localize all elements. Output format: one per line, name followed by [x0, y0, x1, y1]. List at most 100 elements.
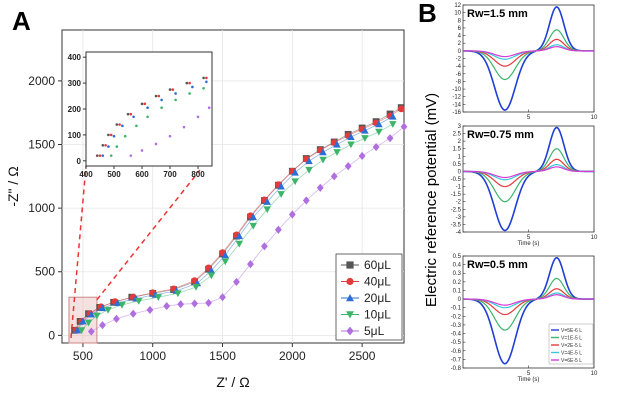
data-point [305, 166, 313, 174]
inset-y-tick-label: 300 [68, 79, 82, 88]
legend-swatch [346, 326, 354, 336]
data-point [87, 327, 95, 336]
data-point [233, 277, 240, 287]
subplot-title: Rw=0.5 mm [467, 259, 528, 271]
inset-y-tick-label: 100 [68, 131, 82, 140]
subplot-title: Rw=1.5 mm [467, 8, 528, 20]
inset-data-point [104, 143, 107, 147]
data-point [104, 306, 112, 314]
subplot-legend-entry: V=1E-5 L [561, 336, 582, 342]
subplot-y-tick-label: -2.5 [451, 207, 462, 213]
data-point [129, 309, 137, 318]
subplot-x-tick-label: 10 [591, 235, 598, 241]
legend-box [335, 253, 403, 341]
data-point [261, 242, 268, 251]
data-point [219, 293, 226, 302]
x-axis-label: Z' / Ω [216, 374, 249, 390]
subplot-y-tick-label: 2.5 [453, 132, 462, 138]
subplot-y-tick-label: -0.4 [451, 332, 462, 338]
inset-data-point [129, 154, 133, 157]
subplot-legend-entry: V=2E-5 L [561, 343, 582, 349]
data-point [305, 157, 313, 165]
inset-data-point [188, 81, 191, 85]
panel-b-charts: Electric reference potential (mV)1210864… [423, 3, 598, 383]
subplot-y-tick-label: -3 [456, 215, 462, 221]
inset-data-point [146, 106, 149, 110]
subplot-y-tick-label: -0.6 [451, 349, 462, 355]
subplot-y-tick-label: 0 [458, 297, 462, 303]
subplot-y-tick-label: 4 [458, 34, 462, 40]
inset-data-point [196, 115, 200, 119]
inset-data-point [185, 81, 189, 85]
subplot-y-tick-label: -0.2 [451, 314, 462, 320]
inset-frame [85, 51, 213, 167]
inset-data-point [109, 154, 113, 157]
data-point [191, 299, 199, 308]
inset-data-point [140, 102, 144, 106]
subplot-y-tick-label: -6 [456, 72, 462, 78]
subplot-y-tick-label: -0.7 [451, 357, 462, 363]
inset-y-tick-label: 200 [68, 105, 82, 114]
data-point [207, 266, 216, 274]
inset-data-point [202, 76, 205, 80]
data-point [135, 297, 143, 305]
data-point [84, 319, 93, 327]
x-tick-label: 2500 [349, 349, 376, 363]
legend-swatch [346, 311, 354, 319]
data-point [221, 251, 230, 259]
subplot-y-tick-label: -1 [456, 185, 462, 191]
series-line [463, 46, 594, 58]
inset-x-tick-label: 400 [79, 170, 93, 179]
data-point [291, 168, 299, 176]
y-axis-label-b: Electric reference potential (mV) [423, 93, 440, 307]
subplot-y-tick-label: -2 [456, 57, 462, 63]
subplot-y-tick-label: -0.5 [451, 177, 462, 183]
subplot-y-tick-label: 8 [458, 18, 462, 24]
data-point [288, 210, 296, 219]
data-point [177, 300, 185, 309]
panel-a-label: A [12, 6, 31, 36]
inset-data-point [188, 92, 191, 95]
y-axis-label: -Z" / Ω [5, 166, 21, 206]
series-line [462, 6, 594, 111]
data-point [163, 302, 171, 311]
inset-data-point [118, 123, 121, 126]
inset-data-point [205, 76, 208, 80]
data-point [87, 310, 96, 318]
subplot-y-tick-label: -10 [452, 87, 461, 93]
subplot-x-tick-label: 10 [591, 371, 598, 377]
subplot-y-tick-label: -1.5 [451, 192, 462, 198]
data-point [347, 133, 355, 140]
series-line [462, 126, 594, 232]
series-line [462, 256, 594, 365]
inset-data-point [107, 145, 110, 148]
subplot-y-tick-label: 1.5 [453, 147, 462, 153]
data-point [235, 240, 244, 248]
inset-x-tick-label: 800 [191, 170, 205, 179]
inset-data-point [126, 112, 130, 116]
data-point [333, 140, 341, 148]
subplot-y-tick-label: -14 [452, 102, 461, 108]
subplot-y-tick-label: -0.5 [451, 340, 462, 346]
inset-x-tick-label: 500 [107, 170, 121, 179]
data-point [99, 321, 106, 330]
subplot-y-tick-label: 0 [458, 49, 462, 55]
y-tick-label: 1500 [28, 138, 55, 152]
inset-data-point [109, 133, 113, 137]
data-point [154, 294, 163, 301]
inset-data-point [121, 124, 124, 128]
inset-data-point [146, 115, 149, 119]
inset-data-point [174, 98, 177, 102]
legend-swatch [346, 294, 354, 302]
data-point [344, 162, 352, 171]
subplot-x-tick-label: 5 [527, 235, 531, 241]
series-line [463, 166, 594, 179]
data-point [274, 225, 282, 234]
y-tick-label: 1000 [28, 201, 55, 215]
inset-data-point [202, 86, 205, 90]
x-tick-label: 2000 [279, 349, 306, 363]
data-point [330, 172, 338, 181]
subplot-y-tick-label: 3 [458, 124, 462, 130]
subplot-x-tick-label: 5 [527, 371, 531, 377]
subplot-legend-entry: V=5E-6 L [561, 328, 582, 334]
